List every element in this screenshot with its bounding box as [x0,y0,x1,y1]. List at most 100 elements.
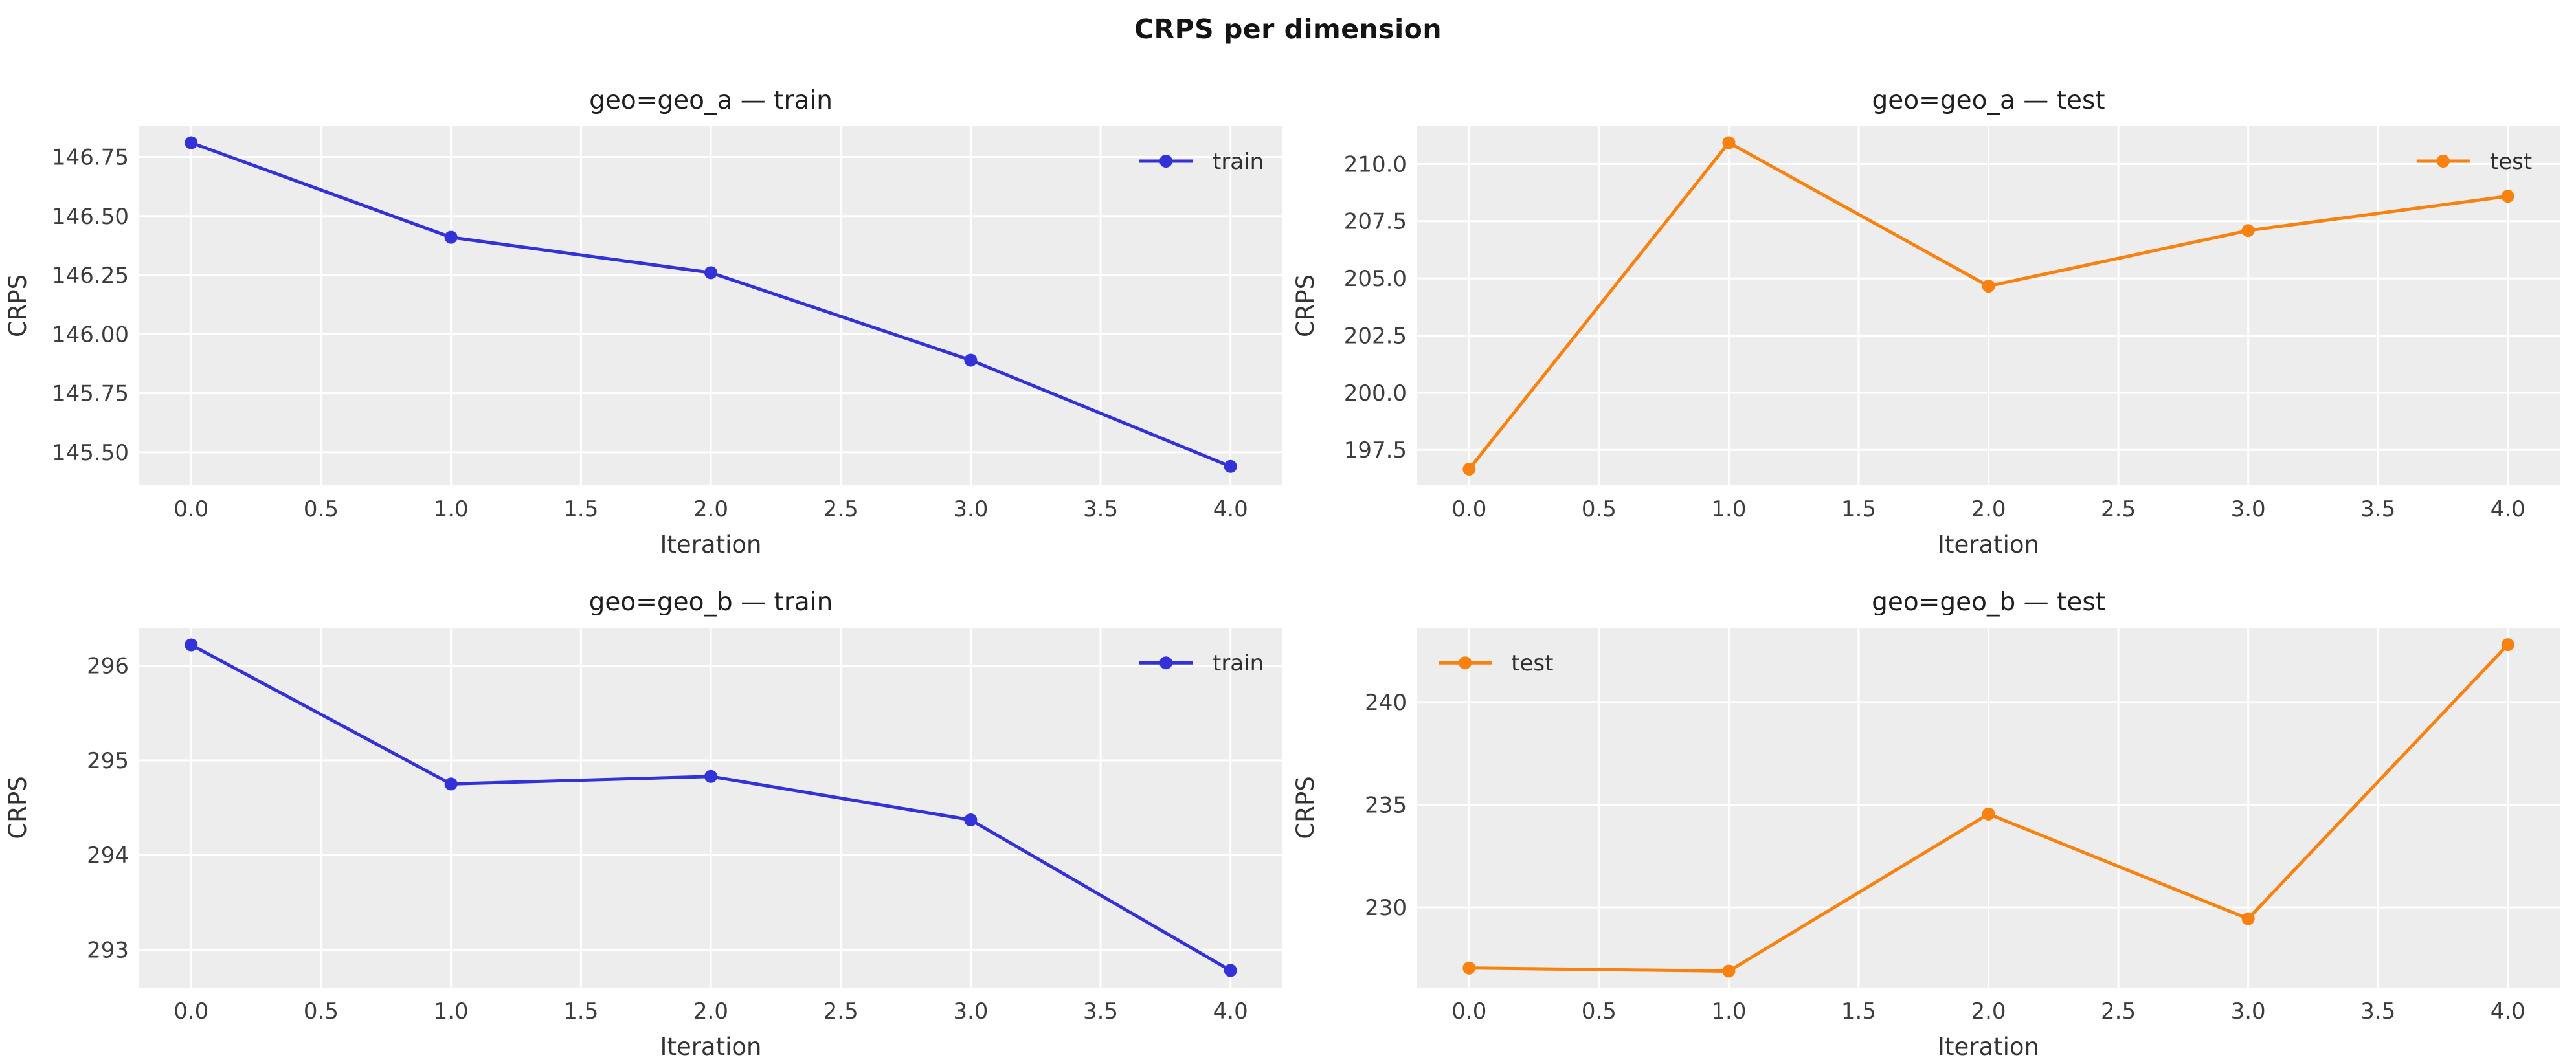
geo-geo-a-test-canvas: 0.0 0.5 1.0 1.5 2.0 2.5 3.0 3.5 4.0 197.5 200.0 202… [1292,86,2560,559]
x-tick-label: 4.0 [1213,999,1248,1024]
x-tick-label: 0.5 [304,496,339,522]
x-tick-label: 0.5 [1582,999,1617,1024]
geo-geo-b-test-canvas: 0.0 0.5 1.0 1.5 2.0 2.5 3.0 3.5 4.0 230 235 240 geo=… [1292,588,2560,1061]
legend-label: test [2490,149,2532,175]
data-point [1982,807,1995,821]
y-tick-label: 146.75 [52,144,129,170]
x-tick-label: 3.5 [1083,496,1118,522]
figure-title: CRPS per dimension [1134,14,1442,45]
y-axis-label: CRPS [4,776,32,839]
data-point [2501,190,2514,203]
subplot-title: geo=geo_b — test [1872,588,2105,617]
subplot-geo-b-test: 0.0 0.5 1.0 1.5 2.0 2.5 3.0 3.5 4.0 230 235 240 geo=… [1288,560,2576,1062]
y-tick-label: 210.0 [1344,151,1407,177]
x-tick-label: 1.0 [1711,999,1746,1024]
y-tick-label: 230 [1365,895,1407,921]
x-tick-label: 2.5 [823,999,858,1024]
x-tick-label: 1.0 [1711,496,1746,522]
y-tick-label: 293 [87,937,129,963]
geo-geo-a-train-canvas: 0.0 0.5 1.0 1.5 2.0 2.5 3.0 3.5 4.0 145.50 145.75 1… [4,86,1282,559]
data-point [2501,638,2514,652]
subplot-grid: 0.0 0.5 1.0 1.5 2.0 2.5 3.0 3.5 4.0 145.50 145.75 1… [0,58,2576,1062]
x-axis-label: Iteration [1938,1033,2039,1061]
subplot-title: geo=geo_a — test [1872,86,2105,115]
x-tick-label: 2.0 [1971,999,2006,1024]
y-tick-label: 146.25 [52,263,129,289]
x-tick-label: 2.5 [2101,999,2136,1024]
y-tick-label: 240 [1365,690,1407,716]
x-tick-label: 0.0 [1451,999,1486,1024]
x-tick-label: 1.0 [434,496,469,522]
x-tick-label: 4.0 [2491,999,2526,1024]
data-point [1224,459,1237,473]
x-tick-label: 3.0 [953,999,988,1024]
data-point [2241,912,2255,925]
data-point [1982,280,1995,293]
data-point [185,136,198,149]
x-tick-label: 1.0 [434,999,469,1024]
x-tick-label: 0.0 [174,496,208,522]
data-point [444,777,458,791]
x-tick-label: 4.0 [1213,496,1248,522]
x-axis-label: Iteration [660,1033,762,1061]
y-tick-label: 294 [87,843,129,868]
y-axis-label: CRPS [1292,274,1319,337]
data-point [185,638,198,652]
x-tick-label: 2.0 [1971,496,2006,522]
legend-label: train [1213,650,1264,676]
x-tick-label: 1.5 [1841,999,1876,1024]
y-tick-label: 146.00 [52,322,129,348]
x-tick-label: 3.5 [2360,999,2395,1024]
data-point [1224,964,1237,977]
legend-label: train [1213,149,1264,175]
y-tick-label: 295 [87,748,129,774]
y-tick-label: 296 [87,654,129,680]
legend-sample-marker [1159,656,1172,670]
y-tick-label: 200.0 [1344,381,1407,406]
x-tick-label: 4.0 [2491,496,2526,522]
legend-label: test [1511,650,1553,676]
data-point [964,813,978,827]
y-tick-label: 207.5 [1344,209,1407,235]
x-tick-label: 1.5 [1841,496,1876,522]
x-tick-label: 0.5 [1582,496,1617,522]
x-axis-label: Iteration [660,531,762,559]
y-tick-label: 145.75 [52,381,129,407]
x-tick-label: 2.5 [2101,496,2136,522]
data-point [2241,224,2255,238]
subplot-geo-a-test: 0.0 0.5 1.0 1.5 2.0 2.5 3.0 3.5 4.0 197.5 200.0 202… [1288,58,2576,560]
y-tick-label: 146.50 [52,204,129,230]
data-point [704,266,717,280]
data-point [1722,136,1736,149]
x-tick-label: 3.5 [1083,999,1118,1024]
x-tick-label: 0.5 [304,999,339,1024]
data-point [964,353,978,367]
data-point [1462,462,1476,476]
x-tick-label: 2.0 [693,999,728,1024]
x-tick-label: 1.5 [563,999,598,1024]
x-tick-label: 1.5 [563,496,598,522]
y-tick-label: 145.50 [52,440,129,466]
y-tick-label: 205.0 [1344,266,1407,292]
subplot-title: geo=geo_a — train [589,86,833,115]
x-tick-label: 3.0 [953,496,988,522]
geo-geo-b-train-canvas: 0.0 0.5 1.0 1.5 2.0 2.5 3.0 3.5 4.0 293 294 295 296 g… [4,588,1282,1061]
legend-sample-marker [2436,155,2450,168]
x-tick-label: 2.5 [823,496,858,522]
x-tick-label: 3.0 [2231,999,2266,1024]
x-tick-label: 0.0 [1451,496,1486,522]
y-tick-label: 202.5 [1344,323,1407,349]
data-point [704,769,717,783]
x-tick-label: 2.0 [693,496,728,522]
subplot-geo-b-train: 0.0 0.5 1.0 1.5 2.0 2.5 3.0 3.5 4.0 293 294 295 296 g… [0,560,1288,1062]
legend-sample-marker [1159,155,1172,168]
data-point [1722,964,1736,978]
x-tick-label: 0.0 [174,999,208,1024]
y-tick-label: 235 [1365,793,1407,819]
y-tick-label: 197.5 [1344,437,1407,463]
x-tick-label: 3.0 [2231,496,2266,522]
subplot-geo-a-train: 0.0 0.5 1.0 1.5 2.0 2.5 3.0 3.5 4.0 145.50 145.75 1… [0,58,1288,560]
data-point [444,230,458,244]
y-axis-label: CRPS [4,274,32,337]
